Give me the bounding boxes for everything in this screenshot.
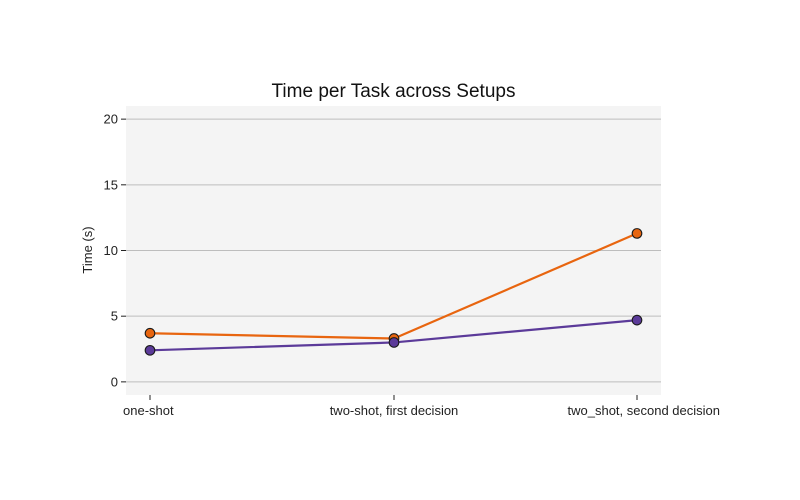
series-2 [144,314,643,356]
y-tick-label: 5 [111,309,118,324]
series [144,228,643,356]
x-tick-label: one-shot [123,403,174,418]
x-axis: one-shot two-shot, first decision two_shot… [123,395,720,418]
x-tick-label: two_shot, second decision [568,403,720,418]
y-axis: 0 5 10 15 20 [104,112,126,389]
chart-title: Time per Task across Setups [272,81,516,102]
x-tick-label: two-shot, first decision [330,403,459,418]
y-tick-label: 20 [104,112,118,127]
data-point [631,228,643,239]
y-tick-label: 15 [104,177,118,192]
data-point [144,327,156,339]
y-tick-label: 10 [104,243,118,258]
gridlines [126,118,661,383]
data-point [144,344,156,356]
y-tick-label: 0 [111,374,118,389]
y-axis-label: Time (s) [80,226,95,273]
data-point [631,314,643,326]
data-point [388,337,400,348]
